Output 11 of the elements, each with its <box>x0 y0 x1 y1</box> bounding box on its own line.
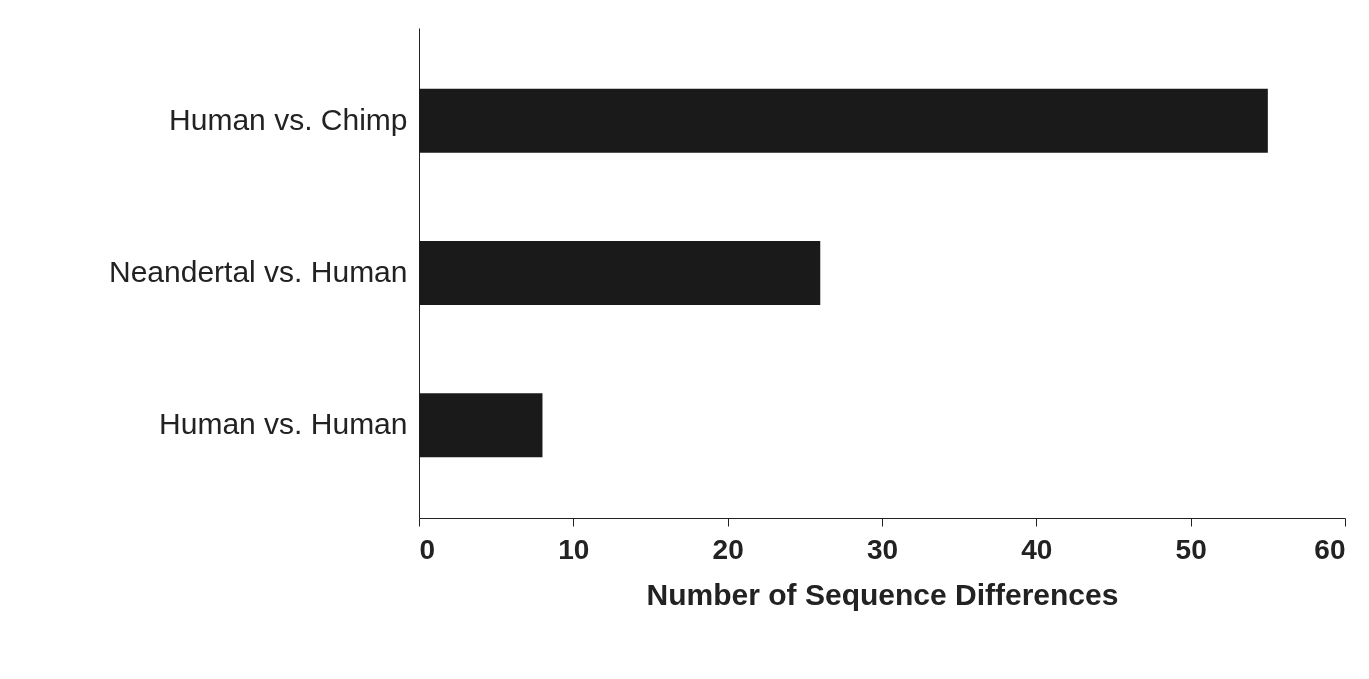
x-tick-label: 50 <box>1175 533 1207 565</box>
y-tick-label: Neandertal vs. Human <box>109 255 408 288</box>
x-tick-label: 0 <box>419 533 436 565</box>
x-tick-label: 30 <box>866 533 899 565</box>
x-axis-title: Number of Sequence Differences <box>646 577 1119 611</box>
y-tick-label: Human vs. Human <box>159 407 408 441</box>
x-tick-label: 40 <box>1021 533 1053 565</box>
x-tick-label: 10 <box>558 533 590 565</box>
y-tick-label: Human vs. Chimp <box>169 102 408 136</box>
x-tick-label: 20 <box>712 533 744 565</box>
x-tick-label: 60 <box>1314 533 1346 565</box>
